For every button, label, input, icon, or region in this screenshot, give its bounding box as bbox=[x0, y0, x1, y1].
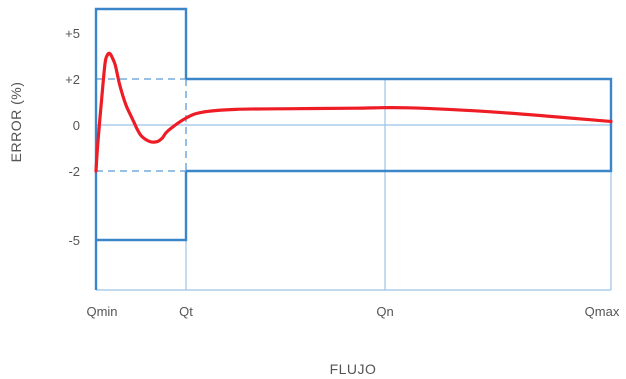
y-axis-title: ERROR (%) bbox=[8, 82, 24, 163]
x-tick-label: Qmin bbox=[86, 304, 117, 319]
y-tick-label: +2 bbox=[65, 72, 80, 87]
dashed-limits bbox=[96, 78, 187, 172]
x-tick-label: Qn bbox=[376, 304, 393, 319]
x-axis-title: FLUJO bbox=[330, 361, 377, 377]
low-flow-envelope bbox=[94, 7, 188, 290]
x-tick-label: Qt bbox=[179, 304, 193, 319]
y-tick-label: +5 bbox=[65, 26, 80, 41]
x-tick-labels: Qmin Qt Qn Qmax bbox=[86, 304, 619, 319]
y-tick-label: -5 bbox=[68, 233, 80, 248]
y-tick-label: 0 bbox=[73, 118, 80, 133]
y-tick-label: -2 bbox=[68, 164, 80, 179]
tolerance-envelope bbox=[94, 7, 613, 290]
grid bbox=[96, 79, 612, 291]
error-curve bbox=[94, 51, 613, 173]
x-tick-label: Qmax bbox=[585, 304, 620, 319]
high-flow-envelope bbox=[186, 77, 613, 173]
y-tick-labels: +5 +2 0 -2 -5 bbox=[65, 26, 80, 248]
